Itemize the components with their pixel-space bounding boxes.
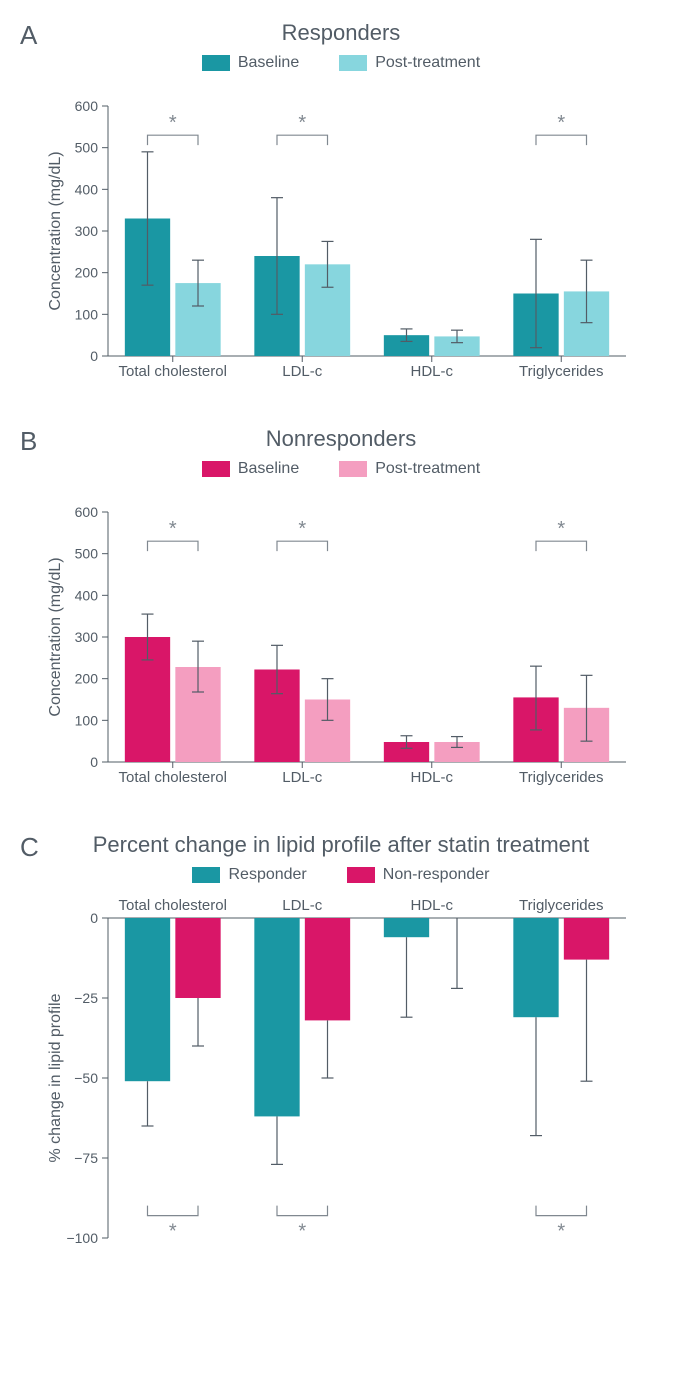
svg-text:% change in lipid profile: % change in lipid profile (47, 993, 64, 1162)
legend-label-baseline-b: Baseline (238, 460, 299, 478)
legend-item-nonresp: Non-responder (347, 866, 490, 884)
svg-text:−50: −50 (74, 1070, 98, 1086)
svg-text:LDL-c: LDL-c (282, 769, 323, 786)
panel-b-legend: Baseline Post-treatment (20, 460, 662, 478)
svg-text:100: 100 (75, 306, 99, 322)
legend-label-nonresp: Non-responder (383, 866, 490, 884)
panel-a-letter: A (20, 20, 37, 51)
legend-swatch-nonresp (347, 867, 375, 883)
svg-text:400: 400 (75, 587, 99, 603)
svg-text:−75: −75 (74, 1150, 98, 1166)
svg-text:*: * (169, 112, 177, 134)
legend-swatch-baseline-b (202, 461, 230, 477)
panel-c-legend: Responder Non-responder (20, 866, 662, 884)
svg-text:LDL-c: LDL-c (282, 363, 323, 380)
panel-b-title: Nonresponders (20, 426, 662, 452)
svg-text:Concentration (mg/dL): Concentration (mg/dL) (47, 557, 64, 716)
panel-a-title: Responders (20, 20, 662, 46)
panel-a-legend: Baseline Post-treatment (20, 54, 662, 72)
legend-item-post-b: Post-treatment (339, 460, 480, 478)
svg-text:200: 200 (75, 265, 99, 281)
panel-a-chart: 0 100 200 300 400 500 600 Concentration (mg/dL)… (36, 86, 646, 396)
legend-label-post-b: Post-treatment (375, 460, 480, 478)
svg-text:300: 300 (75, 629, 99, 645)
legend-swatch-post-b (339, 461, 367, 477)
svg-text:*: * (298, 112, 306, 134)
panel-a: A Responders Baseline Post-treatment 0 10… (20, 20, 662, 396)
svg-text:Concentration (mg/dL): Concentration (mg/dL) (47, 151, 64, 310)
legend-label-post: Post-treatment (375, 54, 480, 72)
svg-text:HDL-c: HDL-c (410, 363, 453, 380)
panel-c: C Percent change in lipid profile after … (20, 832, 662, 1278)
svg-text:500: 500 (75, 546, 99, 562)
svg-text:−25: −25 (74, 990, 98, 1006)
svg-text:0: 0 (90, 754, 98, 770)
svg-text:300: 300 (75, 223, 99, 239)
panel-c-chart: −100 −75 −50 −25 0 % change in lipid profile T… (36, 898, 646, 1278)
svg-text:LDL-c: LDL-c (282, 898, 323, 914)
svg-text:HDL-c: HDL-c (410, 769, 453, 786)
svg-text:100: 100 (75, 712, 99, 728)
svg-text:Triglycerides: Triglycerides (519, 363, 603, 380)
panel-c-letter: C (20, 832, 39, 863)
panel-b: B Nonresponders Baseline Post-treatment … (20, 426, 662, 802)
legend-item-baseline-b: Baseline (202, 460, 299, 478)
svg-text:600: 600 (75, 98, 99, 114)
svg-text:Total cholesterol: Total cholesterol (119, 898, 227, 914)
svg-text:Total cholesterol: Total cholesterol (119, 769, 227, 786)
svg-text:*: * (169, 1221, 177, 1243)
svg-text:400: 400 (75, 181, 99, 197)
svg-text:500: 500 (75, 140, 99, 156)
legend-label-resp: Responder (228, 866, 306, 884)
legend-item-baseline: Baseline (202, 54, 299, 72)
svg-text:HDL-c: HDL-c (410, 898, 453, 914)
svg-text:Triglycerides: Triglycerides (519, 769, 603, 786)
svg-text:*: * (557, 112, 565, 134)
legend-swatch-post (339, 55, 367, 71)
svg-text:*: * (169, 518, 177, 540)
svg-text:Total cholesterol: Total cholesterol (119, 363, 227, 380)
legend-swatch-baseline (202, 55, 230, 71)
svg-text:0: 0 (90, 348, 98, 364)
svg-text:−100: −100 (66, 1230, 98, 1246)
svg-text:Triglycerides: Triglycerides (519, 898, 603, 914)
legend-item-resp: Responder (192, 866, 306, 884)
svg-text:200: 200 (75, 671, 99, 687)
svg-text:0: 0 (90, 910, 98, 926)
svg-text:*: * (557, 518, 565, 540)
legend-swatch-resp (192, 867, 220, 883)
legend-item-post: Post-treatment (339, 54, 480, 72)
panel-b-letter: B (20, 426, 37, 457)
svg-text:*: * (298, 518, 306, 540)
panel-b-chart: 0 100 200 300 400 500 600 Concentration (mg/dL)… (36, 492, 646, 802)
svg-text:*: * (298, 1221, 306, 1243)
panel-c-title: Percent change in lipid profile after st… (20, 832, 662, 858)
legend-label-baseline: Baseline (238, 54, 299, 72)
svg-text:*: * (557, 1221, 565, 1243)
svg-text:600: 600 (75, 504, 99, 520)
